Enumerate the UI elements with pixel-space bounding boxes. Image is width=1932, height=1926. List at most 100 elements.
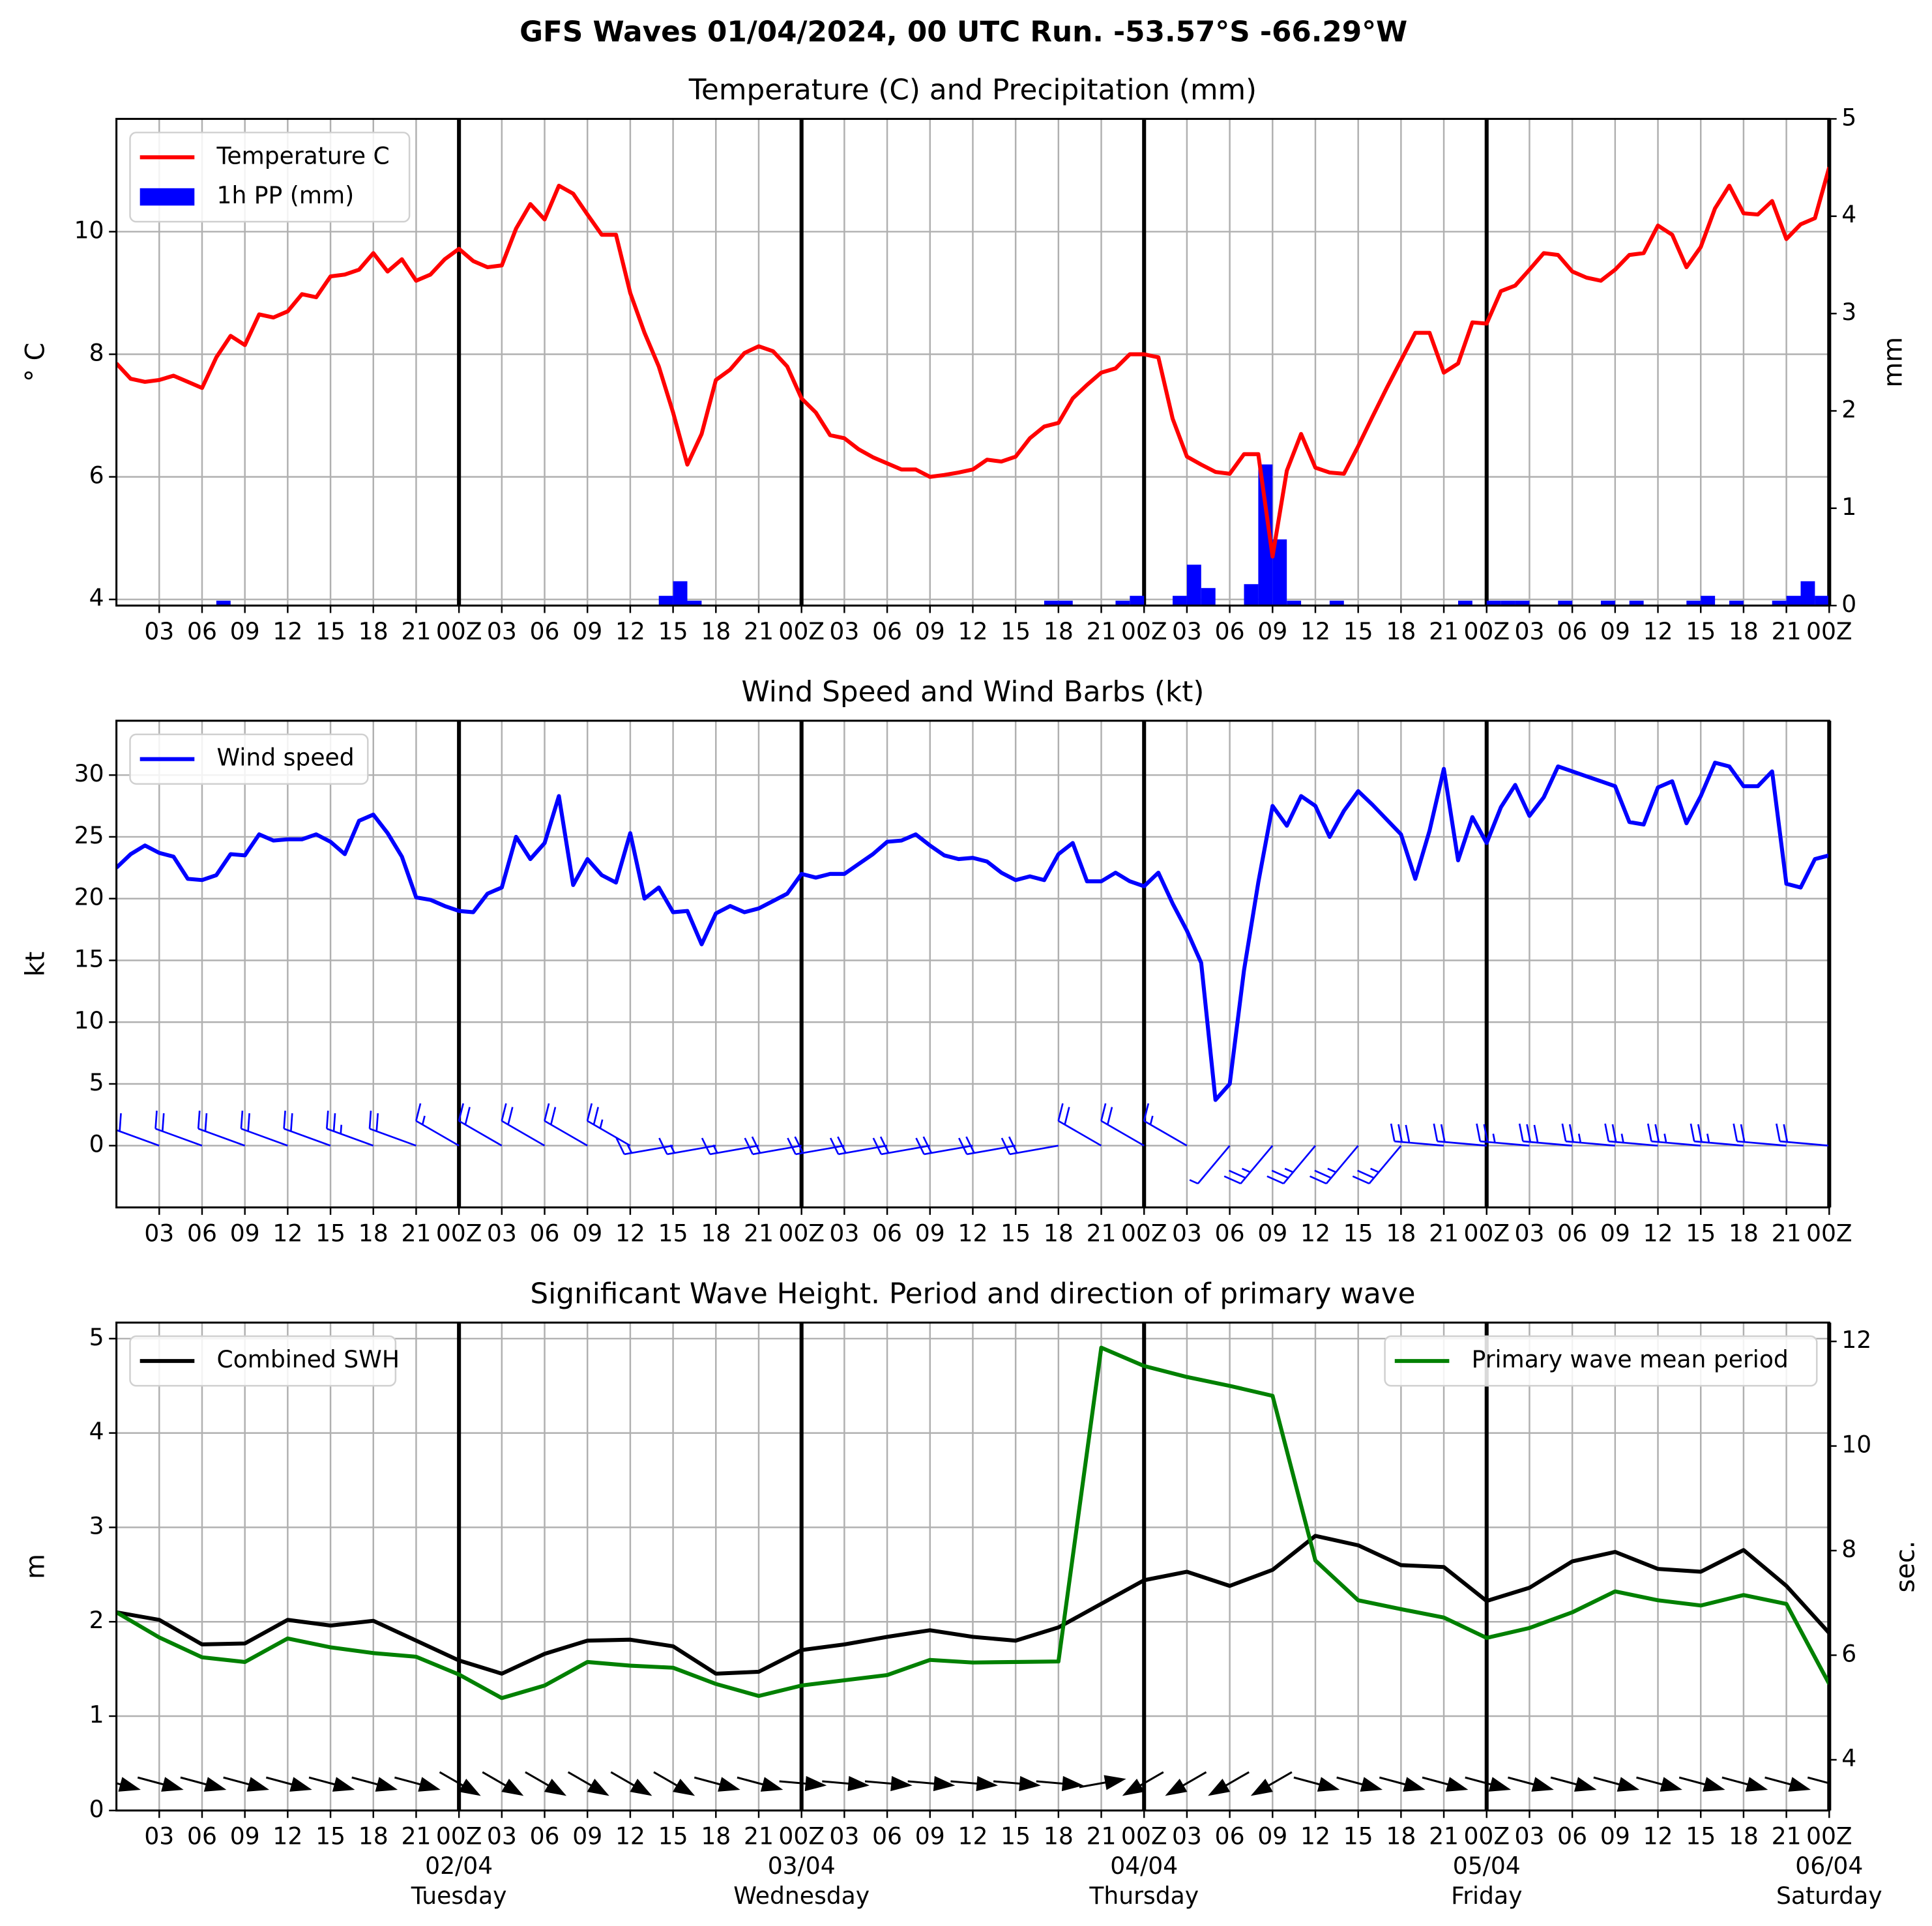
x-tick-label: 12 [1643,618,1673,645]
x-tick-label: 06 [1557,1219,1587,1247]
legend-label: Combined SWH [217,1346,400,1373]
x-tick-label: 03 [829,618,859,645]
bar [1287,600,1302,606]
wind-barb [415,1103,460,1146]
wave-arrow [1807,1776,1830,1785]
x-tick-label: 18 [701,618,731,645]
bar [1772,600,1787,606]
bar [658,596,673,606]
wind-barb [658,1137,716,1156]
x-tick-label: 09 [915,1219,945,1247]
wave-arrow [1293,1776,1340,1792]
axes-frame [115,720,1830,1209]
x-tick-label: 09 [230,1219,260,1247]
x-tick-label: 00Z [1121,618,1167,645]
bar [1815,596,1830,606]
legend: Combined SWH [129,1335,400,1387]
bar [1486,600,1501,606]
y-tick-label: 30 [74,760,104,787]
wind-barb [326,1111,374,1146]
wave-arrow [822,1775,870,1792]
wind-barb [1266,1145,1317,1185]
subplot: Wind Speed and Wind Barbs (kt) 0 5 10 15 20 25… [21,675,1852,1247]
y2-tick-label: 0 [1841,591,1856,618]
x-tick-label: 06 [187,618,217,645]
x-tick-label: 18 [1729,1219,1759,1247]
x-tick-label: 03 [1172,618,1202,645]
bar [687,600,702,606]
x-tick-label: 00Z [1463,1219,1510,1247]
wave-arrow [1165,1771,1207,1796]
x-tick-label: 03 [144,1823,174,1850]
x-tick-label: 03 [487,1823,517,1850]
x-tick-label: 06 [1557,1823,1587,1850]
x-tick-label: 03 [829,1219,859,1247]
bar [1500,600,1515,606]
x-tick-label: 18 [359,1219,388,1247]
x-tick-label: 06 [530,618,560,645]
legend: Primary wave mean period [1384,1335,1818,1387]
x-tick-label: 03 [487,1219,517,1247]
y-axis-label: m [21,1554,51,1579]
y2-tick-label: 3 [1841,299,1856,326]
bar [1201,588,1216,606]
bar [1244,584,1259,606]
bar [1729,600,1744,606]
wave-arrow [394,1776,441,1792]
wave-arrow [1250,1771,1293,1796]
legend-box [129,733,369,785]
y-tick-label: 10 [74,1007,104,1034]
x-tick-label: 12 [1300,1219,1330,1247]
subplot: Temperature (C) and Precipitation (mm) 4 6… [21,74,1909,645]
wave-arrow [351,1776,398,1792]
wind-barb [701,1137,759,1156]
x-tick-label: 21 [1087,1823,1117,1850]
x-tick-label: 12 [958,1219,988,1247]
bar [1130,596,1145,606]
bar [1457,600,1472,606]
wind-barb [197,1111,246,1146]
bar [1515,600,1530,606]
wave-arrow [1036,1775,1084,1792]
bar [1800,581,1815,606]
x-tick-label: 09 [1257,618,1287,645]
y2-axis-label: mm [1879,337,1909,388]
line [116,761,1830,1102]
y-axis-label: kt [21,952,51,977]
x-tick-label: 18 [359,1823,388,1850]
wave-arrow [1636,1776,1682,1792]
x-tick-label: 00Z 04/04 Thursday [1089,1823,1199,1910]
y-tick-label: 0 [89,1796,104,1823]
y-tick-label: 1 [89,1701,104,1729]
wave-arrow [137,1776,184,1792]
x-tick-label: 15 [1686,618,1716,645]
x-tick-label: 00Z 03/04 Wednesday [733,1823,870,1910]
x-tick-label: 09 [1600,1823,1630,1850]
wind-barb [1057,1103,1102,1146]
wind-barb [958,1136,1016,1156]
subplot: Significant Wave Height. Period and dire… [21,1277,1921,1909]
x-tick-label: 18 [1044,1823,1074,1850]
x-tick-label: 15 [1343,618,1373,645]
x-tick-label: 18 [701,1823,731,1850]
x-tick-label: 21 [1429,1219,1459,1247]
x-tick-label: 09 [572,1219,602,1247]
wind-barb [116,1113,160,1146]
x-tick-label: 09 [1600,1219,1630,1247]
wave-arrow [223,1776,270,1792]
wind-barb [1223,1145,1274,1185]
x-tick-label: 12 [272,1823,302,1850]
y-tick-label: 4 [89,585,104,612]
x-tick-label: 09 [915,618,945,645]
x-tick-label: 18 [701,1219,731,1247]
x-tick-label: 21 [1772,1219,1802,1247]
x-tick-label: 18 [1729,1823,1759,1850]
bar [1600,600,1615,606]
x-tick-label: 06 [1215,1823,1245,1850]
wind-barb [1310,1145,1359,1185]
y-tick-label: 0 [89,1131,104,1158]
wave-arrow [1208,1771,1250,1796]
y-tick-label: 4 [89,1418,104,1446]
wave-arrow [737,1776,783,1792]
y-tick-label: 5 [89,1069,104,1096]
